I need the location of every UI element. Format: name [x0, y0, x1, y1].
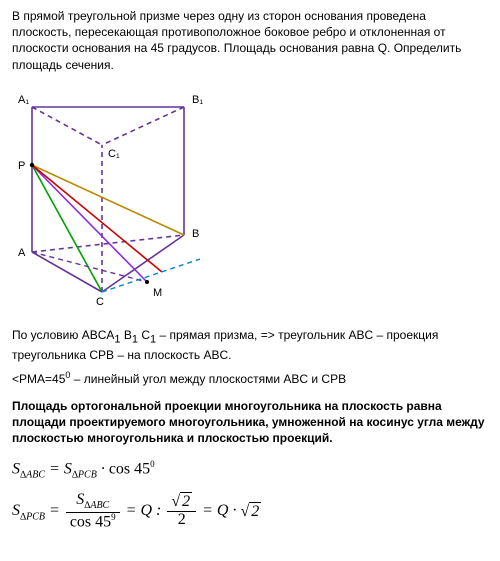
label-A1: A₁	[18, 94, 29, 106]
edge-A-B	[32, 235, 184, 252]
f1-S2: S	[64, 460, 72, 477]
explain-angle: <PMA=450 – линейный угол между плоскостя…	[12, 369, 488, 387]
f2-S: S	[12, 502, 20, 519]
f1-dot: ·	[101, 460, 109, 477]
formula-1: S∆ABC = S∆PCB · cos 450	[12, 458, 488, 482]
label-B: B	[192, 228, 199, 240]
f1-cos: cos	[109, 460, 130, 477]
formulas-block: S∆ABC = S∆PCB · cos 450 S∆PCB = S∆ABC co…	[12, 458, 488, 531]
line-P-B	[32, 165, 184, 235]
f2-dencos: cos	[70, 513, 91, 530]
f2-sqrt-a: 2	[171, 494, 192, 511]
f2-eq2: = Q :	[126, 502, 166, 519]
explain-projection: По условию ABCA1 B1 C1 – прямая призма, …	[12, 327, 488, 363]
angle-suffix: – линейный угол между плоскостями ABC и …	[70, 372, 346, 386]
f2-den2: 2	[167, 512, 196, 529]
prism-figure: A₁ B₁ C₁ P A B C M	[12, 87, 222, 307]
explain1-p2: B	[121, 328, 132, 342]
f1-S1: S	[12, 460, 20, 477]
line-P-M	[32, 165, 147, 282]
label-C: C	[96, 296, 104, 307]
angle-prefix: <PMA=45	[12, 372, 65, 386]
explain1-p3: C	[138, 328, 150, 342]
page: В прямой треугольной призме через одну и…	[0, 0, 500, 561]
problem-statement: В прямой треугольной призме через одну и…	[12, 8, 488, 73]
f1-deg: 0	[150, 459, 155, 469]
f2-frac2: 2 2	[167, 494, 196, 529]
edge-B1-C1	[102, 107, 184, 145]
f2-sqrt-b: 2	[240, 501, 261, 523]
f1-eq: =	[49, 460, 64, 477]
dot-P	[30, 163, 34, 167]
f1-triABC: ∆ABC	[20, 470, 45, 481]
f2-dendeg: 9	[111, 512, 116, 522]
f1-ang: 45	[134, 460, 150, 477]
line-P-C	[32, 165, 102, 292]
line-P-base-B	[32, 165, 162, 272]
f1-triPCB: ∆PCB	[72, 470, 97, 481]
f2-frac1: S∆ABC cos 459	[66, 492, 120, 531]
label-B1: B₁	[192, 94, 203, 106]
dot-M	[145, 280, 149, 284]
projection-theorem: Площадь ортогональной проекции многоугол…	[12, 398, 488, 447]
line-A-M	[32, 252, 147, 282]
f2-eq3: = Q ·	[202, 502, 240, 519]
label-P: P	[18, 160, 25, 172]
f2-triPCB: ∆PCB	[20, 511, 45, 522]
f2-numTri: ∆ABC	[84, 500, 109, 511]
label-M: M	[153, 287, 162, 299]
f2-eq: =	[49, 502, 64, 519]
formula-2: S∆PCB = S∆ABC cos 459 = Q : 2 2 = Q · 2	[12, 492, 488, 531]
edge-A1-C1	[32, 107, 102, 145]
f2-denang: 45	[95, 513, 111, 530]
label-C1: C₁	[108, 148, 120, 160]
label-A: A	[18, 247, 26, 259]
explain1-p1: По условию ABCA	[12, 328, 114, 342]
